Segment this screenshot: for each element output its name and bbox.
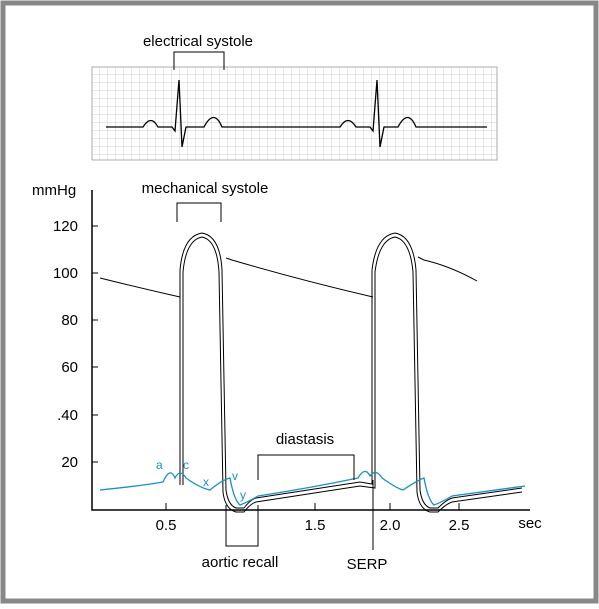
aortic-pressure [99,256,478,298]
mech-label: mechanical systole [142,180,269,197]
annotation: SERP [347,556,388,573]
annotation: aortic recall [202,554,279,571]
x-tick-label: 0.5 [156,517,177,534]
y-tick-label: 80 [61,312,78,329]
bracket [257,454,355,480]
wave-label: c [183,458,189,472]
bracket [173,51,225,70]
y-unit: mmHg [32,182,76,199]
ecg-grid [91,66,498,161]
y-tick-label: 100 [53,265,78,282]
bracket [176,202,222,222]
x-unit: sec [518,515,542,532]
ventricular-pressure [179,232,523,513]
wave-label: v [232,469,238,483]
wave-label: y [240,488,246,502]
ecg-label: electrical systole [143,33,253,50]
x-tick-label: 2.5 [449,517,470,534]
y-tick-label: .40 [57,407,78,424]
axes [91,190,530,511]
y-tick-label: 120 [53,218,78,235]
atrial-pressure [99,470,526,506]
y-tick-label: 20 [61,454,78,471]
bracket [225,505,259,547]
ecg-trace [106,79,487,148]
wave-label: a [156,458,163,472]
wave-label: x [203,475,209,489]
x-tick-label: 2.0 [380,517,401,534]
x-tick-label: 1.5 [305,517,326,534]
annotation: diastasis [276,431,334,448]
y-tick-label: 60 [61,359,78,376]
